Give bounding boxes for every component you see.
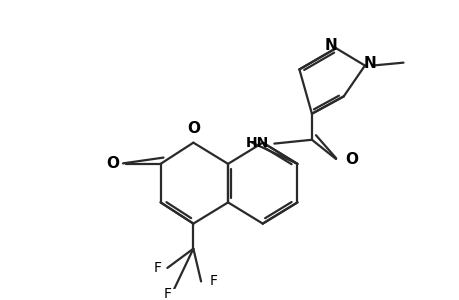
Text: HN: HN	[245, 136, 268, 150]
Text: F: F	[163, 287, 171, 300]
Text: O: O	[186, 121, 200, 136]
Text: O: O	[344, 152, 357, 166]
Text: F: F	[153, 261, 162, 275]
Text: O: O	[106, 156, 119, 171]
Text: N: N	[324, 38, 337, 53]
Text: N: N	[363, 56, 375, 71]
Text: F: F	[209, 274, 217, 288]
